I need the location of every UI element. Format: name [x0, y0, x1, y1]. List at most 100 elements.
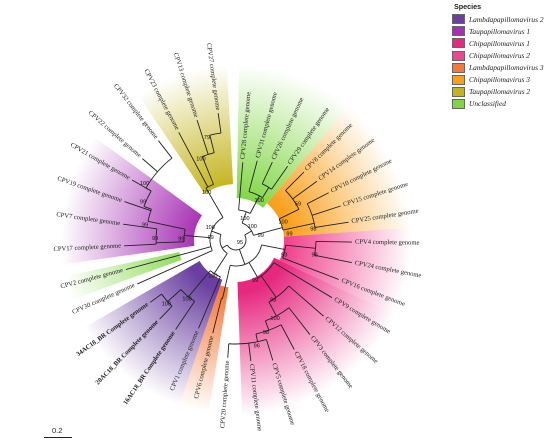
- legend-item-taupapillomavirus-1: Taupapillomavirus 1: [452, 26, 548, 37]
- tree-branch: [271, 166, 288, 190]
- tree-branch: [260, 275, 277, 298]
- bootstrap-value: 93: [281, 253, 287, 259]
- legend-label: Lambdapapillomavirus 2: [469, 14, 544, 24]
- tree-branch-arc: [241, 222, 254, 236]
- tree-branch: [159, 305, 173, 320]
- legend-item-taupapillomavirus-2: Taupapillomavirus 2: [452, 86, 548, 98]
- bootstrap-value: 98: [310, 226, 316, 232]
- tree-branch: [198, 276, 221, 329]
- tree-branch-arc: [228, 339, 267, 345]
- clade-sector-lambdapapillomavirus-2: [84, 261, 223, 406]
- bootstrap-value: 100: [162, 302, 171, 308]
- scale-bar-label: 0.2: [52, 426, 63, 435]
- tree-branch: [248, 343, 252, 362]
- legend-label: Chipapillomavirus 2: [469, 51, 530, 61]
- tree-branch: [261, 244, 286, 250]
- tree-branch-arc: [155, 228, 158, 245]
- bootstrap-value: 100: [182, 297, 191, 303]
- clade-sector-chipapillomavirus-3: [266, 105, 411, 237]
- tip-label: CPV20 complete genome: [219, 360, 231, 428]
- legend-label: Lambdapapillomavirus 3: [469, 63, 544, 73]
- bootstrap-value: 99: [142, 222, 148, 228]
- bootstrap-value: 99: [208, 235, 214, 241]
- bootstrap-value: 100: [208, 274, 217, 280]
- legend-label: Taupapillomavirus 1: [469, 26, 531, 36]
- legend-swatch: [452, 14, 465, 25]
- tree-branch-arc: [145, 157, 173, 189]
- tree-branch: [205, 187, 224, 218]
- tree-branch-arc: [143, 190, 152, 207]
- tree-branch: [178, 132, 209, 188]
- legend-swatch: [452, 86, 465, 97]
- bootstrap-value: 99: [258, 233, 264, 239]
- tree-branch: [253, 227, 283, 236]
- tree-branch: [282, 222, 315, 231]
- tree-branch: [285, 244, 316, 249]
- bootstrap-value: 99: [252, 278, 258, 284]
- bootstrap-value: 100: [254, 198, 263, 204]
- tree-branch: [221, 244, 228, 249]
- tree-branch: [125, 246, 212, 270]
- tree-branch: [124, 243, 157, 247]
- tree-branch: [314, 221, 349, 228]
- tip-label: CPV4 complete genome: [355, 239, 420, 247]
- tree-branch: [123, 223, 157, 230]
- tree-branch: [241, 211, 247, 224]
- tree-branch: [282, 257, 339, 280]
- tree-branch: [292, 180, 318, 200]
- legend-swatch: [452, 26, 465, 37]
- tree-branch: [264, 320, 270, 331]
- tree-branch: [248, 160, 258, 192]
- bootstrap-value: 100: [206, 225, 215, 231]
- tree-branch: [149, 293, 162, 303]
- tree-branch: [262, 187, 270, 198]
- tree-branch: [188, 270, 211, 297]
- bootstrap-value: 98: [312, 252, 318, 258]
- tree-branch: [307, 192, 329, 205]
- bootstrap-value: 59: [295, 201, 301, 207]
- tree-branch-arc: [255, 324, 282, 335]
- legend-title: Species: [454, 2, 482, 11]
- tree-branch: [268, 301, 277, 317]
- legend-swatch: [452, 50, 465, 61]
- tree-branch: [278, 208, 300, 220]
- tree-branch-arc: [219, 234, 228, 254]
- tree-branch: [238, 249, 246, 265]
- bootstrap-value: 95: [237, 240, 243, 246]
- tree-branch: [217, 113, 222, 134]
- clade-sector-lambdapapillomavirus-3: [179, 285, 229, 413]
- clade-sector-taupapillomavirus-1: [61, 137, 203, 265]
- legend-swatch: [452, 38, 465, 49]
- legend-label: Taupapillomavirus 2: [469, 87, 531, 97]
- legend-item-chipapillomavirus-1: Chipapillomavirus 1: [452, 38, 548, 49]
- bootstrap-value: 99: [140, 199, 146, 205]
- legend: Species Lambdapapillomavirus 2 Taupapill…: [452, 2, 548, 111]
- tree-branch-arc: [282, 245, 287, 259]
- tree-branch: [184, 235, 211, 239]
- tree-branch-arc: [238, 209, 251, 214]
- tree-branch: [273, 262, 333, 299]
- bootstrap-value: 98: [270, 297, 276, 303]
- legend-label: Chipapillomavirus 3: [469, 75, 530, 85]
- tree-branch-arc: [285, 190, 300, 210]
- tree-branch: [143, 206, 152, 210]
- tree-branch: [137, 250, 213, 285]
- legend-item-chipapillomavirus-2: Chipapillomavirus 2: [452, 50, 548, 61]
- legend-item-chipapillomavirus-3: Chipapillomavirus 3: [452, 74, 548, 85]
- tree-branch: [196, 120, 209, 155]
- clade-sector-unclassified: [236, 65, 349, 208]
- tree-branch: [315, 240, 352, 243]
- clade-sector-taupapillomavirus-2: [138, 65, 234, 194]
- tree-branch: [211, 230, 222, 235]
- tree-branch-arc: [209, 217, 224, 251]
- tree-branch: [156, 241, 185, 244]
- legend-item-lambdapapillomavirus-2: Lambdapapillomavirus 2: [452, 14, 548, 25]
- tree-branch: [261, 161, 273, 184]
- tree-branch: [288, 285, 324, 317]
- tree-branch-arc: [257, 262, 275, 279]
- tree-branch-arc: [248, 191, 263, 198]
- bootstrap-value: 100: [140, 181, 149, 187]
- bootstrap-value: 100: [202, 190, 211, 196]
- tree-branch: [201, 156, 214, 185]
